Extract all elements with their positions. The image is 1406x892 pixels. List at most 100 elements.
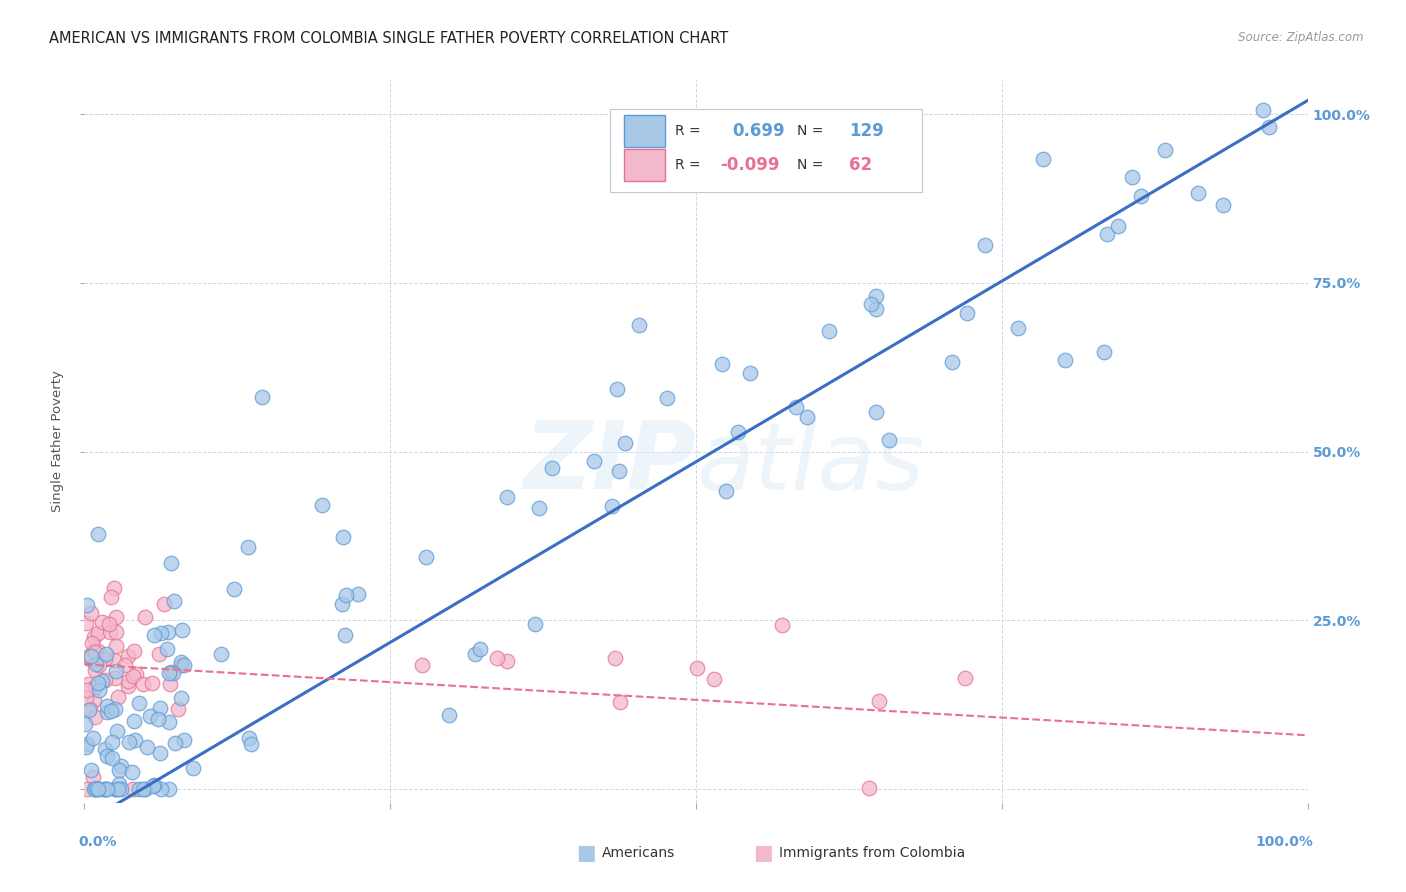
Point (181, 761, 204, 775)
Point (657, 392, 679, 406)
Text: ZIP: ZIP (523, 417, 696, 509)
Point (121, 764, 143, 779)
Point (877, 434, 900, 448)
Point (104, 782, 127, 797)
Point (93, 782, 115, 797)
Point (94, 741, 117, 756)
Text: atlas: atlas (696, 417, 924, 508)
Point (606, 383, 628, 397)
Point (1154, 144, 1177, 158)
Point (105, 724, 128, 739)
Point (160, 557, 183, 571)
Point (149, 701, 172, 715)
Point (76, 682, 98, 697)
Point (134, 610, 156, 624)
Point (157, 715, 180, 730)
Point (165, 736, 187, 750)
Point (865, 405, 887, 419)
Point (124, 732, 146, 747)
Point (90, 615, 112, 629)
Text: ■: ■ (754, 843, 773, 863)
Point (627, 318, 650, 332)
Point (238, 540, 260, 554)
Point (727, 425, 749, 440)
Point (250, 390, 273, 404)
Point (83, 680, 105, 694)
Point (710, 357, 733, 371)
Point (84, 782, 107, 797)
Point (75, 740, 97, 755)
Point (170, 623, 193, 637)
Point (84, 780, 107, 795)
Point (941, 355, 963, 369)
Point (105, 609, 128, 624)
Text: Immigrants from Colombia: Immigrants from Colombia (779, 847, 966, 861)
Point (122, 669, 145, 683)
Point (496, 654, 519, 668)
Point (94, 652, 117, 666)
Point (103, 581, 125, 595)
Point (953, 671, 976, 685)
Point (1053, 353, 1076, 368)
Point (817, 324, 839, 338)
Point (173, 732, 195, 747)
Text: 129: 129 (849, 122, 883, 140)
Point (76, 616, 98, 631)
Text: N =: N = (797, 124, 824, 138)
Point (107, 782, 129, 797)
Point (96, 699, 118, 714)
Point (132, 782, 155, 797)
Point (159, 677, 181, 691)
Point (335, 588, 357, 602)
Point (582, 454, 605, 468)
Point (117, 679, 139, 693)
Text: AMERICAN VS IMMIGRANTS FROM COLOMBIA SINGLE FATHER POVERTY CORRELATION CHART: AMERICAN VS IMMIGRANTS FROM COLOMBIA SIN… (49, 31, 728, 46)
Point (332, 530, 354, 544)
Point (94, 673, 117, 688)
Point (1007, 320, 1029, 334)
Point (523, 617, 546, 632)
Point (485, 651, 508, 665)
Point (865, 289, 887, 303)
Point (740, 366, 762, 380)
Point (93, 782, 115, 797)
Point (128, 781, 150, 796)
Point (104, 664, 127, 678)
Point (122, 644, 145, 658)
Point (239, 737, 262, 751)
Point (496, 490, 519, 504)
Point (76, 782, 98, 797)
Point (96, 782, 118, 797)
Point (973, 238, 995, 252)
Point (470, 642, 492, 657)
Point (114, 658, 136, 673)
Point (100, 704, 122, 718)
Point (1092, 345, 1115, 359)
Point (1095, 227, 1118, 242)
Point (76, 598, 98, 612)
Point (157, 665, 180, 680)
Point (347, 587, 370, 601)
Point (156, 641, 179, 656)
Point (686, 661, 709, 675)
Point (122, 782, 145, 797)
Point (142, 778, 165, 792)
Point (84, 645, 107, 659)
Point (128, 696, 150, 710)
Point (79, 652, 101, 666)
Point (770, 617, 793, 632)
Point (104, 702, 127, 716)
Point (146, 712, 169, 726)
Point (222, 582, 245, 596)
Point (153, 597, 176, 611)
Point (83, 693, 105, 707)
Point (101, 751, 124, 765)
Point (83, 709, 105, 723)
Point (609, 695, 631, 709)
Point (149, 782, 172, 797)
Point (104, 671, 127, 685)
Point (75, 690, 97, 705)
Point (541, 460, 564, 475)
Point (170, 655, 193, 669)
Point (79, 702, 101, 716)
